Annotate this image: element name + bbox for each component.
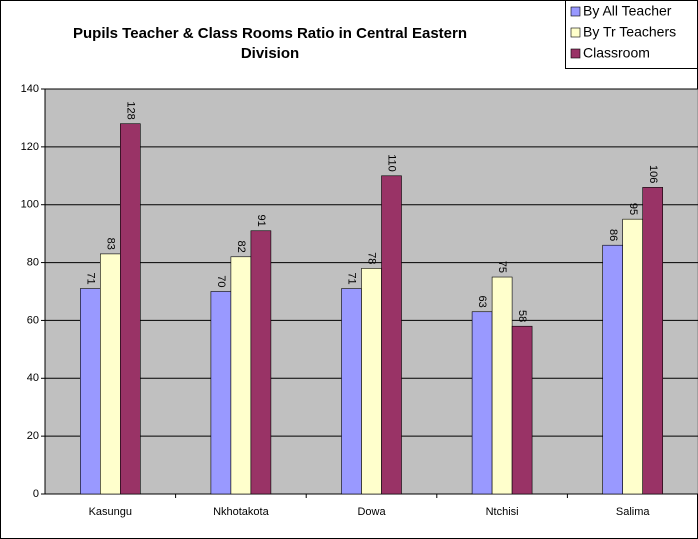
data-label: 75 [496,261,508,273]
bar [602,244,624,495]
data-label: 70 [215,275,227,287]
legend-label: Classroom [583,45,650,61]
legend-swatch [570,27,581,38]
y-tick-label: 120 [21,141,39,153]
x-tick-label: Dowa [357,506,386,518]
bar [120,123,141,495]
data-label: 86 [607,229,619,241]
data-label: 63 [476,296,488,308]
bar [361,268,382,495]
x-tick-label: Ntchisi [486,506,519,518]
legend-label: By Tr Teachers [583,24,676,40]
y-tick-label: 100 [21,199,39,211]
data-label: 95 [627,203,639,215]
data-label: 110 [386,154,398,172]
y-tick-label: 60 [27,314,39,326]
data-label: 128 [124,101,136,119]
data-label: 83 [104,238,116,250]
y-tick-label: 40 [27,372,39,384]
y-tick-label: 80 [27,256,39,268]
x-tick-label: Kasungu [89,506,132,518]
legend-label: By All Teacher [583,3,672,19]
bar [341,288,362,495]
bar [230,256,252,495]
data-label: 91 [255,215,267,227]
bar [642,187,664,495]
data-label: 82 [235,241,247,253]
bar [511,325,533,495]
data-label: 71 [84,272,96,284]
data-label: 58 [516,310,528,322]
bar [210,291,232,495]
x-tick-label: Nkhotakota [213,506,270,518]
y-tick-label: 20 [27,430,39,442]
data-label: 106 [647,165,659,183]
data-label: 78 [366,252,378,264]
y-tick-label: 0 [33,488,39,500]
bar [100,253,121,495]
bar [491,276,513,495]
bar [471,311,493,495]
data-label: 71 [346,272,358,284]
bar [622,218,644,495]
chart-title: Division [241,45,299,62]
legend-swatch [570,6,581,17]
y-tick-label: 140 [21,83,39,95]
x-tick-label: Salima [616,506,651,518]
bar [381,175,402,495]
legend-swatch [570,48,581,59]
chart-title: Pupils Teacher & Class Rooms Ratio in Ce… [73,25,467,42]
bar [80,288,101,495]
legend-box [565,0,698,69]
bar [250,230,272,495]
